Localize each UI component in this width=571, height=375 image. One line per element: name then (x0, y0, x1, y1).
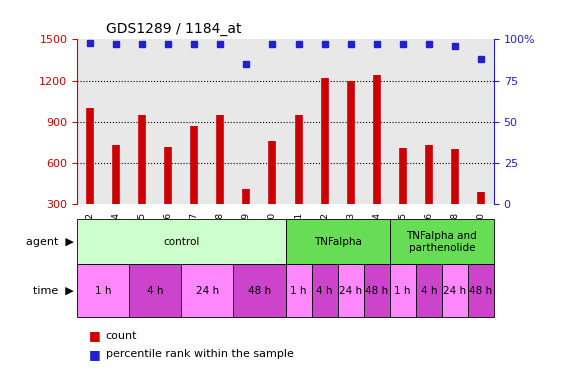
Text: 48 h: 48 h (365, 286, 388, 296)
Text: GDS1289 / 1184_at: GDS1289 / 1184_at (106, 22, 241, 36)
Bar (468, 264, 494, 317)
Text: 4 h: 4 h (420, 286, 437, 296)
Bar (390, 219, 494, 264)
Text: agent  ▶: agent ▶ (26, 237, 74, 247)
Text: 24 h: 24 h (339, 286, 362, 296)
Text: 4 h: 4 h (147, 286, 163, 296)
Bar (312, 264, 337, 317)
Bar (364, 264, 389, 317)
Bar (416, 264, 442, 317)
Bar (234, 264, 286, 317)
Text: count: count (106, 331, 137, 340)
Bar (286, 264, 312, 317)
Text: percentile rank within the sample: percentile rank within the sample (106, 350, 293, 359)
Text: 4 h: 4 h (316, 286, 333, 296)
Text: TNFalpha: TNFalpha (313, 237, 361, 247)
Text: ■: ■ (89, 329, 100, 342)
Text: 48 h: 48 h (248, 286, 271, 296)
Text: 48 h: 48 h (469, 286, 492, 296)
Text: 24 h: 24 h (443, 286, 467, 296)
Bar (442, 264, 468, 317)
Bar (390, 264, 416, 317)
Bar (77, 219, 286, 264)
Text: 1 h: 1 h (395, 286, 411, 296)
Text: TNFalpha and
parthenolide: TNFalpha and parthenolide (407, 231, 477, 253)
Bar (77, 264, 129, 317)
Bar (129, 264, 182, 317)
Text: control: control (163, 237, 199, 247)
Bar (182, 264, 234, 317)
Text: 1 h: 1 h (290, 286, 307, 296)
Bar (286, 219, 389, 264)
Text: 24 h: 24 h (196, 286, 219, 296)
Text: 1 h: 1 h (95, 286, 111, 296)
Text: time  ▶: time ▶ (34, 286, 74, 296)
Text: ■: ■ (89, 348, 100, 361)
Bar (337, 264, 364, 317)
